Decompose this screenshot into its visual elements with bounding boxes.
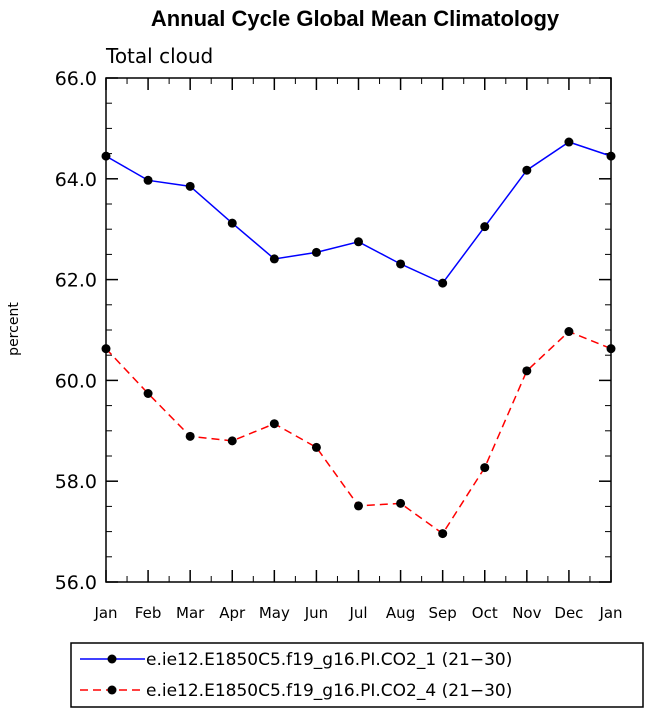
x-tick-label: Sep <box>429 604 457 622</box>
y-tick-label: 58.0 <box>55 471 97 493</box>
plot-frame <box>105 77 612 583</box>
data-point <box>185 431 195 441</box>
x-tick-label: May <box>259 604 290 622</box>
chart-subtitle: Total cloud <box>105 44 213 68</box>
data-point <box>438 278 448 288</box>
x-tick-label: Feb <box>135 604 162 622</box>
data-point <box>311 442 321 452</box>
data-point <box>269 419 279 429</box>
y-tick-label: 60.0 <box>55 370 97 392</box>
x-tick-label: Jan <box>598 604 622 622</box>
data-point <box>311 247 321 257</box>
x-tick-label: Dec <box>554 604 583 622</box>
legend-label-2: e.ie12.E1850C5.f19_g16.PI.CO2_4 (21−30) <box>146 681 512 701</box>
x-tick-label: Nov <box>512 604 541 622</box>
data-point <box>269 254 279 264</box>
x-tick-label: Jul <box>348 604 367 622</box>
data-point <box>522 165 532 175</box>
x-tick-label: Oct <box>472 604 498 622</box>
data-point <box>143 175 153 185</box>
data-point <box>354 237 363 247</box>
y-tick-label: 56.0 <box>55 572 97 594</box>
legend-marker-2 <box>107 685 117 695</box>
y-tick-label: 64.0 <box>55 169 97 191</box>
chart-title: Annual Cycle Global Mean Climatology <box>151 6 560 31</box>
data-point <box>564 137 574 147</box>
x-tick-label: Jan <box>93 604 117 622</box>
y-axis-label: percent <box>6 302 22 356</box>
data-point <box>227 436 237 446</box>
data-point <box>522 366 532 376</box>
ticks-layer: 56.0 58.0 60.0 62.0 64.0 66.0 Jan Feb Mar Apr May J… <box>55 68 623 622</box>
x-tick-label: Mar <box>176 604 205 622</box>
x-tick-label: Jun <box>304 604 328 622</box>
data-point <box>227 218 237 228</box>
data-point <box>396 498 406 508</box>
series-layer <box>101 137 616 539</box>
legend-box <box>70 642 644 708</box>
data-point <box>564 327 574 337</box>
data-point <box>143 389 153 399</box>
legend-label-1: e.ie12.E1850C5.f19_g16.PI.CO2_1 (21−30) <box>146 650 512 670</box>
data-point <box>396 259 406 269</box>
series-line-1 <box>105 141 612 285</box>
x-tick-label: Apr <box>219 604 246 622</box>
y-tick-label: 66.0 <box>55 68 97 90</box>
legend-marker-1 <box>107 654 117 664</box>
data-point <box>480 222 490 232</box>
legend: e.ie12.E1850C5.f19_g16.PI.CO2_1 (21−30) e… <box>70 642 644 708</box>
data-point <box>438 529 448 539</box>
x-tick-label: Aug <box>386 604 415 622</box>
data-point <box>185 181 195 191</box>
data-point <box>354 501 363 511</box>
data-point <box>480 463 490 473</box>
y-tick-label: 62.0 <box>55 270 97 292</box>
